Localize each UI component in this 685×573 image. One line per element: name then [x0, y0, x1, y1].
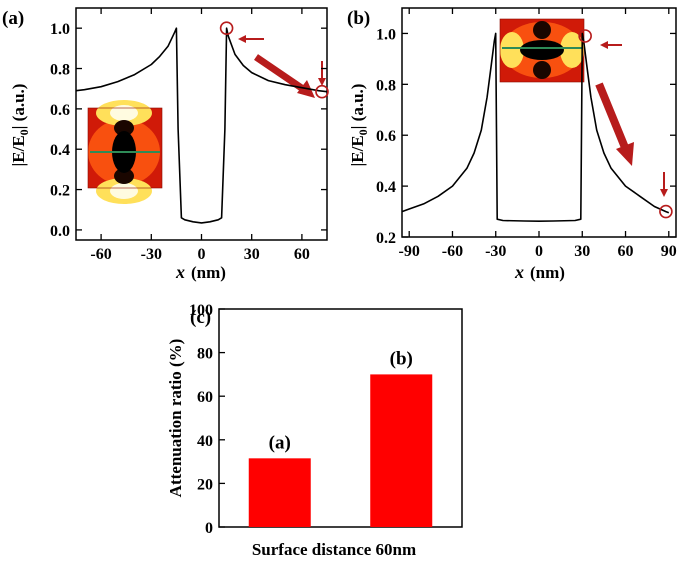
panel-b-x-tick-label: 0	[535, 243, 543, 260]
panel-b-x-tick-label: -60	[442, 243, 463, 260]
panel-b-y-tick-label: 0.2	[376, 230, 396, 247]
panel-b-highlight-marker	[659, 204, 673, 219]
panel-b-y-tick-label: 0.6	[376, 128, 396, 145]
panel-c-y-tick-label: 60	[197, 389, 213, 406]
panel-c-y-tick-label: 80	[197, 346, 213, 363]
panel-b-x-tick-label: -30	[485, 243, 506, 260]
panel-b-x-tick-label: -90	[399, 243, 420, 260]
panel-a-y-tick-label: 1.0	[50, 21, 70, 38]
panel-b-y-tick-label: 1.0	[376, 26, 396, 43]
panel-c-label: (c)	[190, 307, 211, 328]
panel-b-series-line	[401, 32, 670, 222]
panel-b-annotation-arrows	[595, 41, 668, 197]
panel-c-y-tick-label: 40	[197, 433, 213, 450]
panel-c-x-axis-label: Surface distance 60nm	[252, 540, 416, 559]
panel-b-x-tick-label: 90	[661, 243, 677, 260]
panel-a-x-axis-label: x (nm)	[175, 262, 226, 282]
panel-a-y-axis-label: |E/E0| (a.u.)	[9, 84, 31, 167]
panel-a-label: (a)	[2, 8, 24, 29]
panel-a-field-map-inset	[87, 100, 163, 204]
panel-a-line-chart: (a) |E/E0| (a.u.) x (nm) -60 -30 0 30 600.00	[2, 7, 329, 282]
panel-c-bar-a	[248, 458, 311, 527]
panel-a-x-tick-label: -60	[90, 246, 111, 263]
panel-b-x-tick-label: 60	[618, 243, 634, 260]
panel-c-bar-chart: (c) Attenuation ratio (%) Surface distan…	[166, 302, 463, 559]
panel-a-x-tick-label: -30	[141, 246, 162, 263]
panel-a-highlight-marker	[219, 21, 234, 35]
panel-c-bar-label: (b)	[390, 348, 413, 369]
panel-a-series-line	[75, 27, 328, 224]
panel-b-highlight-marker	[578, 29, 592, 43]
panel-a-y-tick-label: 0.6	[50, 102, 70, 119]
panel-a-y-tick-label: 0.8	[50, 62, 70, 79]
panel-a-y-tick-label: 0.0	[50, 223, 70, 240]
panel-b-y-tick-label: 0.4	[376, 179, 396, 196]
panel-c-y-tick-label: 100	[189, 302, 213, 319]
panel-b-x-axis-label: x (nm)	[514, 262, 565, 282]
panel-c-y-tick-label: 0	[205, 520, 213, 537]
panel-b-x-tick-label: 30	[574, 243, 590, 260]
panel-c-bar-label: (a)	[269, 432, 291, 453]
panel-b-label: (b)	[347, 8, 370, 29]
panel-a-x-tick-label: 60	[294, 246, 310, 263]
panel-a-x-tick-label: 30	[244, 246, 260, 263]
panel-a-y-tick-label: 0.4	[50, 142, 70, 159]
panel-a-annotation-arrows	[238, 35, 326, 98]
panel-b-y-axis-label: |E/E0| (a.u.)	[348, 84, 370, 167]
panel-b-y-tick-label: 0.8	[376, 77, 396, 94]
panel-a-y-tick-label: 0.2	[50, 183, 70, 200]
panel-c-y-tick-label: 20	[197, 476, 213, 493]
panel-a-highlight-marker	[315, 84, 329, 99]
panel-b-field-map-inset	[499, 18, 585, 83]
panel-c-bar-b	[370, 374, 433, 527]
panel-c-plot-frame	[218, 308, 463, 528]
panel-b-line-chart: (b) |E/E0| (a.u.) x (nm) -90 -60 -30 0 30 60 90…	[347, 7, 677, 282]
panel-a-x-tick-label: 0	[198, 246, 206, 263]
panel-c-y-axis-label: Attenuation ratio (%)	[166, 339, 185, 498]
